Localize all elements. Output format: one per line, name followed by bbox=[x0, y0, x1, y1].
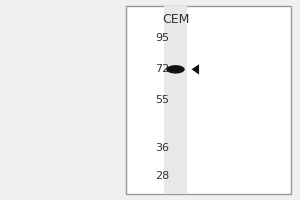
Polygon shape bbox=[191, 64, 199, 75]
Ellipse shape bbox=[166, 65, 185, 74]
Text: 72: 72 bbox=[155, 64, 169, 74]
Text: 36: 36 bbox=[155, 143, 169, 153]
Text: 95: 95 bbox=[155, 33, 169, 43]
Bar bbox=[164, 6, 187, 194]
Bar bbox=[126, 6, 291, 194]
Text: 28: 28 bbox=[155, 171, 169, 181]
Text: CEM: CEM bbox=[162, 13, 189, 26]
Text: 55: 55 bbox=[155, 95, 169, 105]
